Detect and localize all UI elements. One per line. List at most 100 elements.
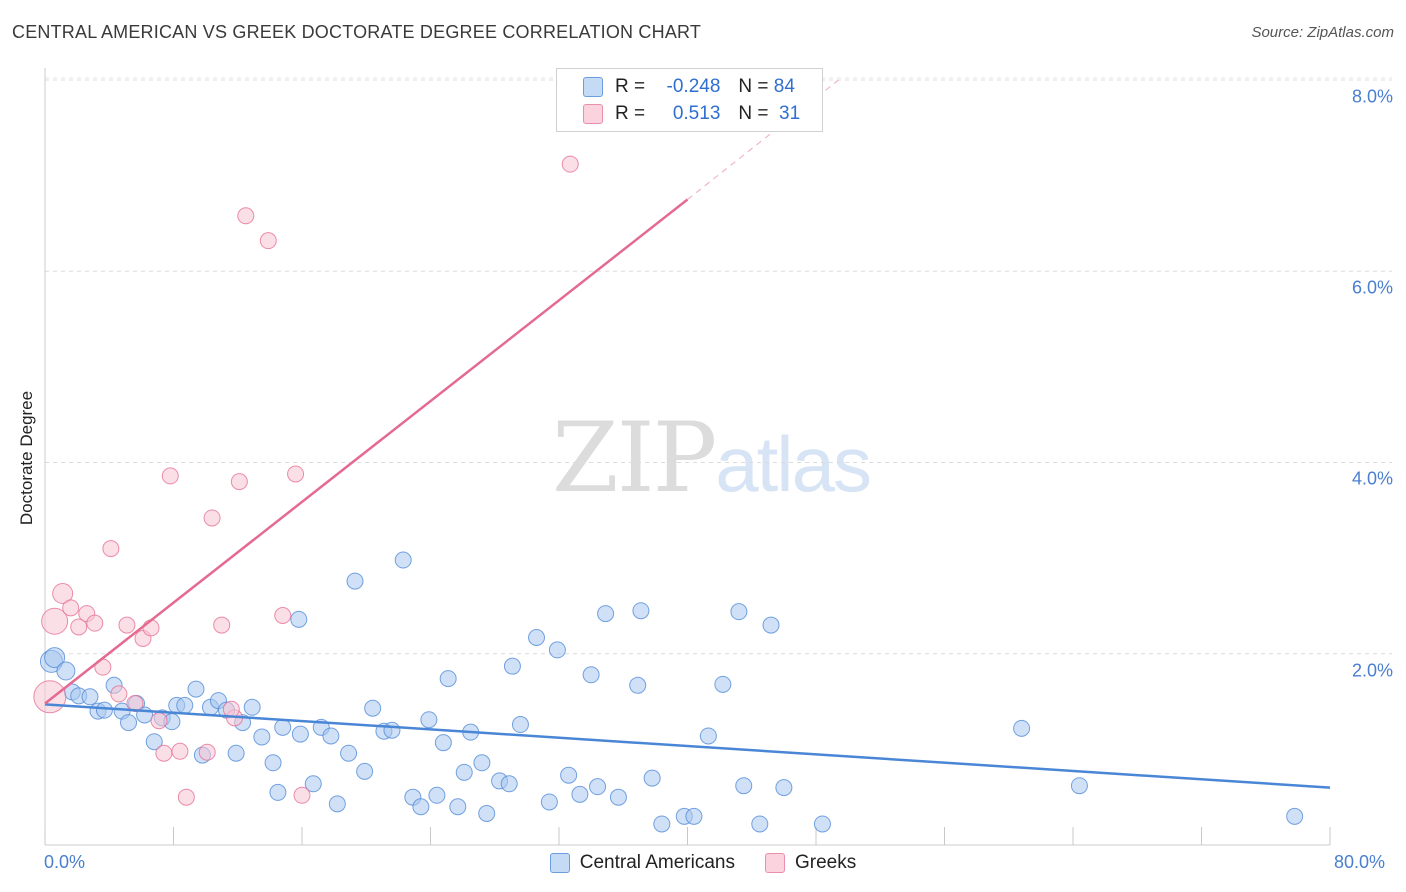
point-greek bbox=[150, 712, 168, 730]
point-central-american bbox=[714, 675, 732, 693]
stats-legend: R = -0.248 N = 84 R = 0.513 N = 31 bbox=[556, 68, 823, 132]
point-central-american bbox=[597, 605, 615, 623]
point-central-american bbox=[290, 610, 308, 628]
point-central-american bbox=[813, 815, 831, 833]
legend-row-greeks: R = 0.513 N = 31 bbox=[583, 102, 800, 126]
legend-n-label: N = bbox=[738, 103, 769, 124]
point-central-american bbox=[394, 551, 412, 569]
point-central-american bbox=[81, 688, 99, 706]
y-tick-4: 4.0% bbox=[1351, 468, 1393, 489]
legend-n-value: 84 bbox=[773, 76, 795, 97]
legend-n-label: N = bbox=[738, 76, 769, 97]
point-central-american bbox=[56, 661, 76, 681]
x-tick-min: 0.0% bbox=[44, 852, 86, 872]
point-central-american bbox=[1070, 777, 1088, 795]
point-greek bbox=[110, 685, 128, 703]
series-legend: Central Americans Greeks bbox=[0, 852, 1406, 874]
point-central-american bbox=[449, 798, 467, 816]
point-central-american bbox=[328, 795, 346, 813]
point-greek bbox=[198, 743, 216, 761]
point-central-american bbox=[274, 718, 292, 736]
chart-title: CENTRAL AMERICAN VS GREEK DOCTORATE DEGR… bbox=[12, 22, 702, 42]
point-greek bbox=[561, 155, 579, 173]
point-central-american bbox=[291, 725, 309, 743]
series-swatch-pink bbox=[764, 853, 785, 873]
point-greek bbox=[86, 614, 104, 632]
point-central-american bbox=[412, 798, 430, 816]
series-legend-central-americans[interactable]: Central Americans bbox=[549, 852, 735, 874]
point-central-american bbox=[751, 815, 769, 833]
point-central-american bbox=[44, 647, 66, 669]
legend-r-value: 0.513 bbox=[667, 103, 721, 124]
trendline-greek bbox=[44, 198, 689, 705]
point-greek bbox=[102, 540, 120, 558]
point-central-american bbox=[176, 696, 194, 714]
point-central-american bbox=[304, 775, 322, 793]
point-central-american bbox=[253, 728, 271, 746]
point-central-american bbox=[95, 701, 113, 719]
point-central-american bbox=[473, 754, 491, 772]
point-central-american bbox=[511, 716, 529, 734]
point-central-american bbox=[571, 785, 589, 803]
point-greek bbox=[203, 509, 221, 527]
point-central-american bbox=[478, 804, 496, 822]
point-central-american bbox=[500, 775, 518, 793]
point-greek bbox=[259, 232, 277, 250]
series-label: Greeks bbox=[794, 852, 857, 873]
point-central-american bbox=[548, 641, 566, 659]
point-central-american bbox=[589, 778, 607, 796]
point-greek bbox=[230, 473, 248, 491]
point-central-american bbox=[699, 727, 717, 745]
watermark-atlas: atlas bbox=[715, 420, 872, 508]
point-central-american bbox=[187, 680, 205, 698]
watermark-zip: ZIP bbox=[552, 402, 717, 514]
series-swatch-blue bbox=[549, 853, 570, 873]
point-greek bbox=[237, 207, 255, 225]
point-central-american bbox=[322, 727, 340, 745]
point-central-american bbox=[364, 699, 382, 717]
point-greek bbox=[155, 744, 173, 762]
series-legend-greeks[interactable]: Greeks bbox=[764, 852, 857, 874]
point-central-american bbox=[243, 698, 261, 716]
point-central-american bbox=[528, 628, 546, 646]
point-central-american bbox=[439, 670, 457, 688]
point-central-american bbox=[735, 777, 753, 795]
point-greek bbox=[33, 680, 67, 714]
point-greek bbox=[274, 607, 292, 624]
point-central-american bbox=[629, 676, 647, 694]
point-greek bbox=[171, 742, 189, 760]
point-central-american bbox=[420, 711, 438, 729]
point-central-american bbox=[653, 815, 671, 833]
point-greek bbox=[213, 616, 231, 634]
legend-swatch-pink bbox=[583, 104, 603, 124]
point-greek bbox=[52, 583, 74, 605]
x-tick-max: 80.0% bbox=[1334, 852, 1386, 872]
y-tick-2: 2.0% bbox=[1351, 660, 1393, 681]
point-greek bbox=[287, 465, 305, 483]
source-credit: Source: ZipAtlas.com bbox=[1251, 24, 1394, 41]
point-central-american bbox=[356, 762, 374, 780]
point-central-american bbox=[762, 616, 780, 634]
point-central-american bbox=[434, 734, 452, 752]
point-greek bbox=[161, 467, 179, 485]
y-axis-label: Doctorate Degree bbox=[17, 390, 36, 526]
point-central-american bbox=[455, 763, 473, 781]
legend-r-label: R = bbox=[615, 103, 646, 124]
point-greek bbox=[222, 700, 240, 718]
legend-r-label: R = bbox=[615, 76, 646, 97]
point-central-american bbox=[120, 714, 138, 732]
point-central-american bbox=[503, 657, 521, 675]
point-central-american bbox=[540, 793, 558, 811]
point-central-american bbox=[346, 572, 364, 590]
legend-swatch-blue bbox=[583, 77, 603, 97]
point-central-american bbox=[643, 769, 661, 787]
point-central-american bbox=[145, 733, 163, 751]
point-central-american bbox=[1286, 807, 1304, 825]
point-central-american bbox=[560, 766, 578, 784]
point-greek bbox=[62, 599, 80, 617]
point-central-american bbox=[730, 603, 748, 621]
point-central-american bbox=[269, 783, 287, 801]
point-central-american bbox=[685, 807, 703, 825]
legend-row-central-americans: R = -0.248 N = 84 bbox=[583, 75, 795, 99]
point-greek bbox=[142, 619, 160, 637]
